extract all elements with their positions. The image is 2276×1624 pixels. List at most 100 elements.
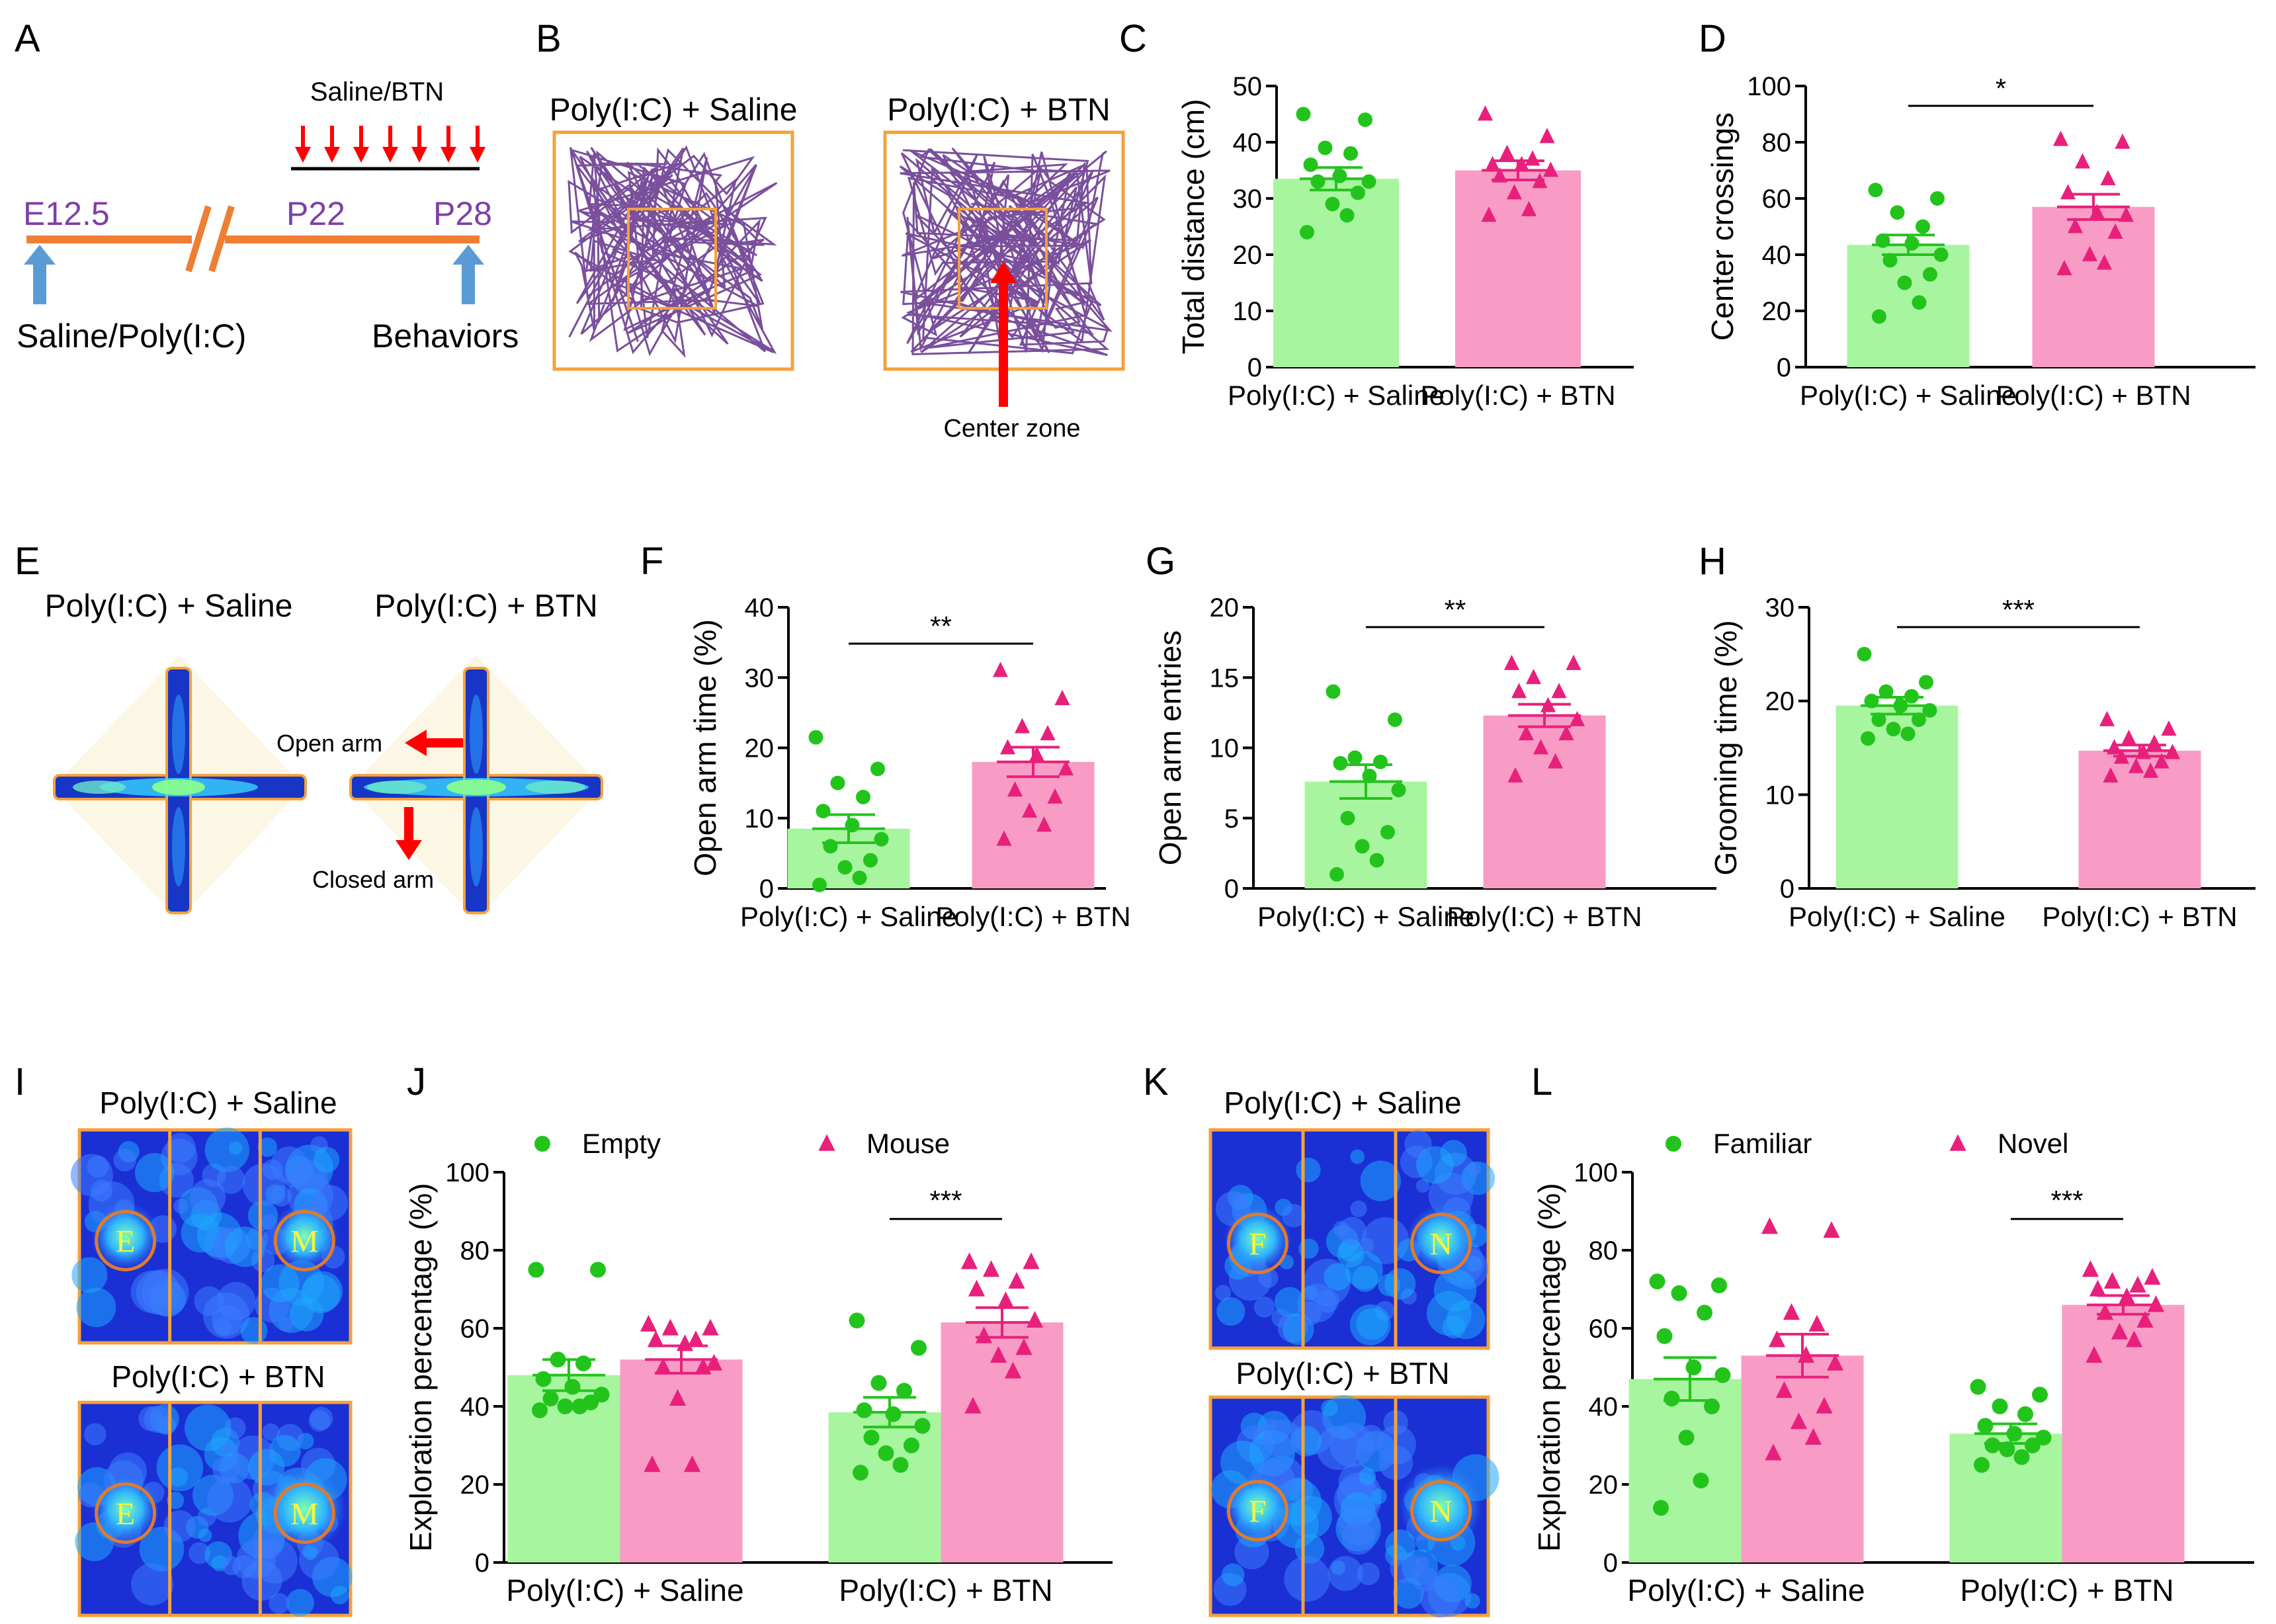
panel-label-a: A — [15, 17, 40, 60]
data-point — [528, 1261, 544, 1278]
injection-arrows — [295, 126, 485, 163]
track-path — [899, 147, 1113, 357]
data-point — [1511, 683, 1527, 699]
open-field-title-btn: Poly(I:C) + BTN — [887, 93, 1110, 128]
epm-maze-btn — [349, 655, 603, 919]
data-point — [1310, 174, 1326, 189]
data-point — [975, 1326, 993, 1344]
heat-spot — [248, 1449, 285, 1486]
heat-spot — [1464, 1593, 1480, 1609]
data-point — [1569, 710, 1585, 726]
legend-marker — [534, 1136, 550, 1152]
y-axis-label: Center crossings — [1705, 112, 1740, 341]
data-point — [830, 775, 845, 791]
heat-hotspot — [262, 1467, 347, 1551]
data-point — [1900, 726, 1916, 742]
data-point — [1484, 155, 1501, 171]
data-point — [1558, 725, 1574, 741]
center-zone-arrow — [990, 261, 1017, 407]
data-point — [1388, 712, 1402, 727]
heat-spot — [1215, 1285, 1232, 1301]
data-point — [960, 1252, 978, 1269]
y-tick-label: 60 — [1762, 185, 1792, 214]
bar — [1455, 170, 1581, 367]
heat-spot — [212, 1456, 240, 1484]
data-point — [2154, 753, 2170, 769]
data-point — [2118, 1287, 2136, 1304]
data-point — [1933, 247, 1949, 262]
data-point — [816, 804, 831, 819]
data-point — [856, 1402, 872, 1418]
heat-spot — [71, 1257, 108, 1293]
data-point — [2089, 1279, 2107, 1297]
heat-spot — [286, 1588, 314, 1617]
bar — [2032, 206, 2155, 367]
data-point — [542, 1390, 559, 1407]
data-point — [853, 1465, 868, 1481]
timeline-p28: P28 — [433, 195, 492, 232]
y-tick-label: 10 — [1233, 297, 1263, 326]
data-point — [702, 1318, 719, 1336]
cup-label: F — [1249, 1227, 1267, 1262]
heat-spot — [1466, 1162, 1482, 1177]
data-point — [1857, 646, 1872, 662]
y-tick-label: 30 — [1233, 185, 1263, 214]
data-point — [1904, 236, 1919, 251]
panel-label-e: E — [15, 540, 40, 583]
data-point — [1566, 654, 1581, 670]
data-point — [837, 860, 853, 875]
y-tick-label: 10 — [1765, 781, 1795, 810]
x-tick-label: Poly(I:C) + Saline — [1228, 380, 1445, 411]
data-point — [1872, 309, 1886, 324]
data-point — [2013, 1449, 2030, 1465]
x-tick-label: Poly(I:C) + Saline — [740, 901, 957, 932]
heat-spot — [185, 1404, 232, 1451]
data-point — [2107, 223, 2123, 239]
data-point — [1685, 1359, 1702, 1375]
data-point — [892, 1457, 909, 1473]
data-point — [999, 739, 1016, 755]
data-point — [1513, 155, 1530, 171]
data-point — [1347, 750, 1363, 765]
data-point — [2006, 1426, 2023, 1442]
data-point — [2129, 1275, 2146, 1293]
data-point — [590, 1261, 606, 1278]
heat-spot — [166, 1133, 196, 1163]
data-point — [1890, 205, 1905, 220]
heat-spot — [1296, 1157, 1321, 1183]
heat-spot — [1359, 1238, 1374, 1254]
data-point — [1326, 684, 1341, 699]
data-point — [1916, 219, 1930, 234]
data-point — [863, 1430, 880, 1446]
heat-spot — [204, 1127, 250, 1172]
data-point — [2086, 1346, 2103, 1363]
panel-a: A Saline/BTN E12.5 P22 P28 Saline/Poly(I… — [15, 17, 519, 355]
data-point — [2146, 734, 2162, 750]
timeline-marker-arrows — [24, 245, 484, 304]
x-tick-label: Poly(I:C) + BTN — [1447, 901, 1642, 932]
chart-open-arm-entries: 0 5 10 15 20 Open arm entries Poly(I:C) + Sali… — [1153, 593, 1716, 932]
y-tick-label: 0 — [1224, 875, 1239, 904]
data-point — [1930, 191, 1945, 206]
y-tick-label: 80 — [1589, 1236, 1619, 1265]
heat-spot — [1415, 1179, 1430, 1193]
panel-label-c: C — [1119, 17, 1147, 60]
open-arm-arrow — [405, 730, 463, 756]
cup-outline — [95, 1482, 157, 1544]
data-point — [964, 1396, 982, 1414]
data-point — [2032, 1387, 2048, 1403]
data-point — [849, 1312, 865, 1329]
data-point — [1499, 144, 1515, 160]
data-point — [640, 1314, 657, 1332]
data-point — [1008, 1271, 1025, 1289]
heat-spot — [1216, 1297, 1245, 1326]
data-point — [1004, 1361, 1022, 1379]
bar — [828, 1412, 951, 1562]
heat-spot — [1440, 1140, 1467, 1167]
data-point — [2111, 1322, 2128, 1340]
open-field-arena-saline — [552, 130, 794, 371]
x-tick-label: Poly(I:C) + Saline — [1800, 380, 2017, 411]
track-path — [568, 145, 778, 359]
